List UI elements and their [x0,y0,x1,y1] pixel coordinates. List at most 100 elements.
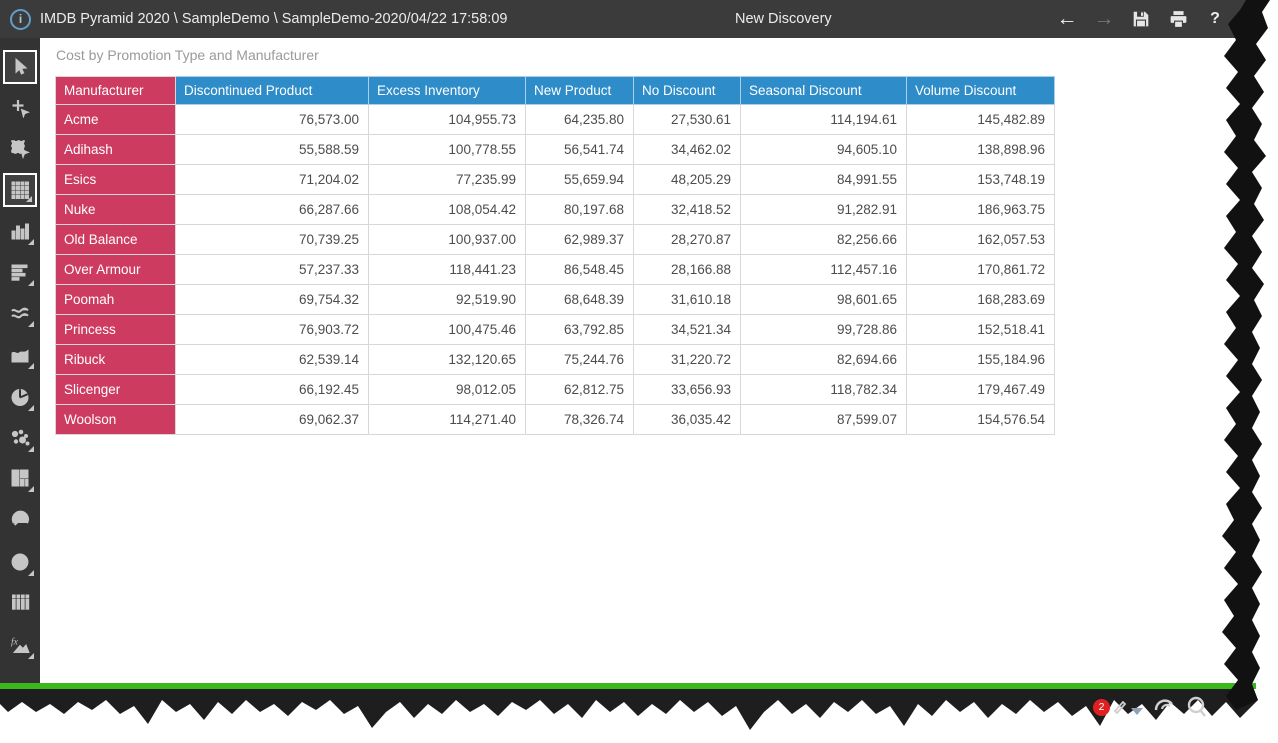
grid-cell[interactable]: 91,282.91 [740,194,907,225]
grid-cell[interactable]: 27,530.61 [633,104,741,135]
grid-view-icon[interactable] [3,173,37,207]
save-icon[interactable] [1130,7,1152,31]
grid-cell[interactable]: 69,062.37 [175,404,369,435]
help-button[interactable]: ? [1210,10,1220,27]
grid-cell[interactable]: 152,518.41 [906,314,1055,345]
area-chart-icon[interactable] [3,338,37,372]
grid-cell[interactable]: 70,739.25 [175,224,369,255]
grid-cell[interactable]: 34,462.02 [633,134,741,165]
grid-row-header[interactable]: Ribuck [55,344,176,375]
grid-cell[interactable]: 55,588.59 [175,134,369,165]
grid-cell[interactable]: 57,237.33 [175,254,369,285]
grid-column-header[interactable]: Seasonal Discount [740,76,907,105]
grid-cell[interactable]: 94,605.10 [740,134,907,165]
grid-cell[interactable]: 114,271.40 [368,404,526,435]
grid-cell[interactable]: 186,963.75 [906,194,1055,225]
grid-row-header[interactable]: Poomah [55,284,176,315]
pie-chart-icon[interactable] [3,380,37,414]
grid-cell[interactable]: 98,601.65 [740,284,907,315]
grid-cell[interactable]: 80,197.68 [525,194,634,225]
grid-cell[interactable]: 162,057.53 [906,224,1055,255]
formulas-fx-icon[interactable]: fx [3,628,37,662]
grid-cell[interactable]: 36,035.42 [633,404,741,435]
grid-cell[interactable]: 100,475.46 [368,314,526,345]
grid-cell[interactable]: 170,861.72 [906,254,1055,285]
grid-cell[interactable]: 118,782.34 [740,374,907,405]
grid-row-header[interactable]: Old Balance [55,224,176,255]
grid-cell[interactable]: 179,467.49 [906,374,1055,405]
line-chart-icon[interactable] [3,296,37,330]
grid-row-header[interactable]: Nuke [55,194,176,225]
grid-cell[interactable]: 100,937.00 [368,224,526,255]
grid-cell[interactable]: 114,194.61 [740,104,907,135]
grid-cell[interactable]: 76,903.72 [175,314,369,345]
grid-cell[interactable]: 32,418.52 [633,194,741,225]
print-icon[interactable] [1167,7,1189,31]
grid-cell[interactable]: 68,648.39 [525,284,634,315]
grid-row-header[interactable]: Woolson [55,404,176,435]
grid-column-header[interactable]: Excess Inventory [368,76,526,105]
grid-cell[interactable]: 98,012.05 [368,374,526,405]
grid-cell[interactable]: 78,326.74 [525,404,634,435]
grid-cell[interactable]: 31,610.18 [633,284,741,315]
grid-cell[interactable]: 66,192.45 [175,374,369,405]
grid-cell[interactable]: 55,659.94 [525,164,634,195]
marquee-select-tool-icon[interactable] [3,132,37,166]
refresh-icon[interactable] [1152,696,1178,716]
grid-cell[interactable]: 75,244.76 [525,344,634,375]
grid-cell[interactable]: 66,287.66 [175,194,369,225]
grid-cell[interactable]: 33,656.93 [633,374,741,405]
scatter-chart-icon[interactable] [3,421,37,455]
grid-corner-header[interactable]: Manufacturer [55,76,176,105]
grid-cell[interactable]: 138,898.96 [906,134,1055,165]
grid-cell[interactable]: 31,220.72 [633,344,741,375]
grid-cell[interactable]: 100,778.55 [368,134,526,165]
grid-cell[interactable]: 86,548.45 [525,254,634,285]
grid-row-header[interactable]: Over Armour [55,254,176,285]
grid-cell[interactable]: 56,541.74 [525,134,634,165]
grid-cell[interactable]: 118,441.23 [368,254,526,285]
grid-cell[interactable]: 63,792.85 [525,314,634,345]
grid-cell[interactable]: 132,120.65 [368,344,526,375]
zoom-icon[interactable] [1186,695,1208,719]
small-multiples-icon[interactable] [3,585,37,619]
notification-badge[interactable]: 2 [1093,699,1110,716]
grid-cell[interactable]: 28,270.87 [633,224,741,255]
back-button[interactable]: ← [1056,7,1078,30]
treemap-chart-icon[interactable] [3,461,37,495]
grid-cell[interactable]: 69,754.32 [175,284,369,315]
grid-cell[interactable]: 62,812.75 [525,374,634,405]
grid-column-header[interactable]: New Product [525,76,634,105]
grid-column-header[interactable]: No Discount [633,76,741,105]
grid-cell[interactable]: 87,599.07 [740,404,907,435]
grid-cell[interactable]: 112,457.16 [740,254,907,285]
grid-row-header[interactable]: Princess [55,314,176,345]
grid-cell[interactable]: 76,573.00 [175,104,369,135]
grid-cell[interactable]: 48,205.29 [633,164,741,195]
grid-cell[interactable]: 34,521.34 [633,314,741,345]
grid-row-header[interactable]: Esics [55,164,176,195]
grid-cell[interactable]: 154,576.54 [906,404,1055,435]
grid-cell[interactable]: 62,539.14 [175,344,369,375]
grid-row-header[interactable]: Adihash [55,134,176,165]
grid-cell[interactable]: 82,256.66 [740,224,907,255]
grid-cell[interactable]: 153,748.19 [906,164,1055,195]
grid-cell[interactable]: 28,166.88 [633,254,741,285]
map-globe-icon[interactable] [3,545,37,579]
grid-cell[interactable]: 155,184.96 [906,344,1055,375]
grid-cell[interactable]: 64,235.80 [525,104,634,135]
bar-chart-icon[interactable] [3,255,37,289]
select-tool-icon[interactable] [3,50,37,84]
grid-column-header[interactable]: Discontinued Product [175,76,369,105]
grid-row-header[interactable]: Acme [55,104,176,135]
grid-cell[interactable]: 99,728.86 [740,314,907,345]
grid-cell[interactable]: 108,054.42 [368,194,526,225]
grid-column-header[interactable]: Volume Discount [906,76,1055,105]
grid-cell[interactable]: 82,694.66 [740,344,907,375]
info-icon[interactable]: i [10,8,31,30]
gauge-chart-icon[interactable] [3,501,37,535]
grid-cell[interactable]: 84,991.55 [740,164,907,195]
caret-down-icon[interactable] [1131,708,1143,715]
pen-icon[interactable] [1112,698,1128,714]
grid-cell[interactable]: 77,235.99 [368,164,526,195]
